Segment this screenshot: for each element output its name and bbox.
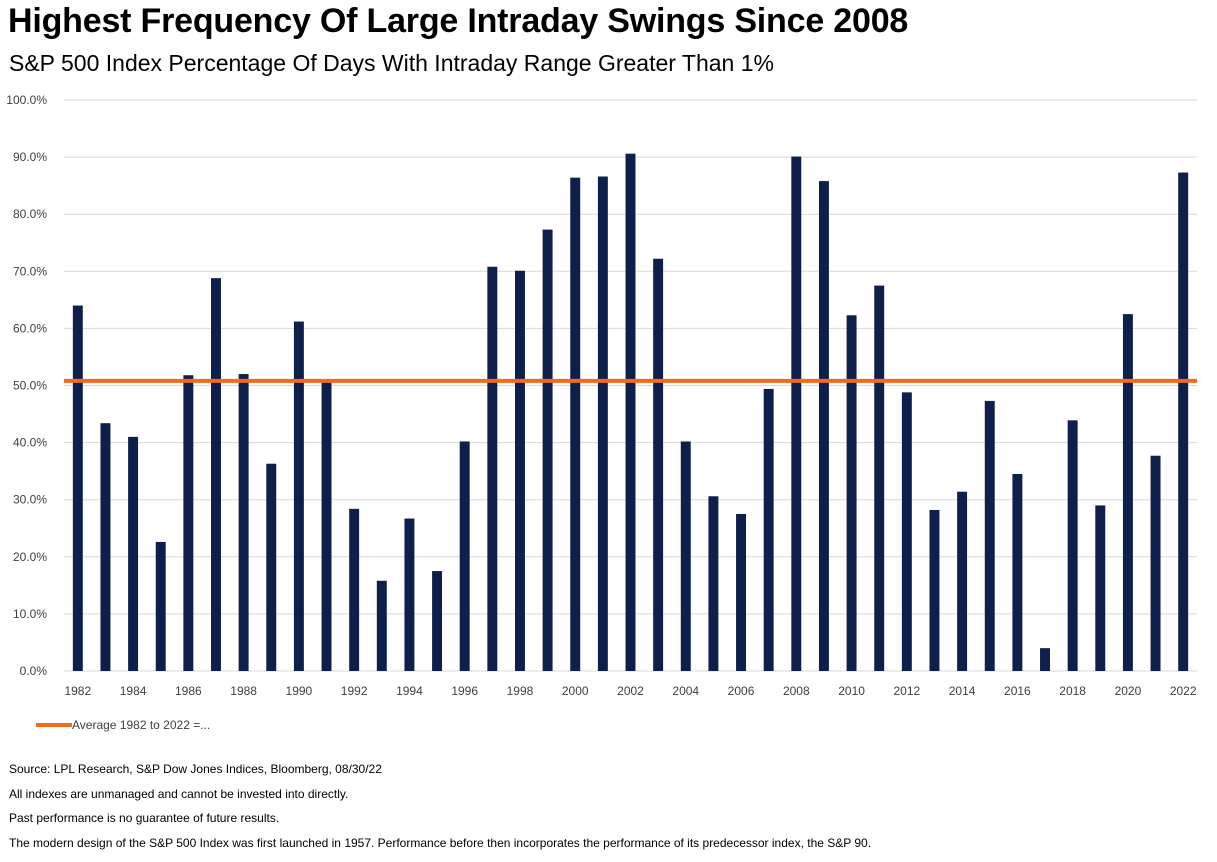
x-tick-label: 2002 xyxy=(617,684,644,698)
legend-label-average: Average 1982 to 2022 =... xyxy=(72,718,211,732)
y-tick-label: 80.0% xyxy=(13,207,47,221)
bar-2014 xyxy=(957,491,968,671)
x-tick-label: 1988 xyxy=(230,684,257,698)
index-history-note: The modern design of the S&P 500 Index w… xyxy=(9,835,872,850)
y-tick-label: 40.0% xyxy=(13,436,47,450)
y-tick-label: 50.0% xyxy=(13,379,47,393)
x-tick-label: 2010 xyxy=(838,684,865,698)
bar-2011 xyxy=(874,285,885,671)
bar-2020 xyxy=(1122,314,1133,671)
x-tick-label: 2006 xyxy=(728,684,755,698)
y-axis-tick-labels: 0.0% 10.0% 20.0% 30.0% 40.0% 50.0% 60.0% 70.0% 8… xyxy=(6,93,47,678)
y-tick-label: 70.0% xyxy=(13,264,47,278)
x-tick-label: 2014 xyxy=(949,684,976,698)
bar-2021 xyxy=(1150,455,1161,671)
x-tick-label: 1994 xyxy=(396,684,423,698)
bar-1982 xyxy=(72,305,83,671)
bar-1996 xyxy=(459,441,470,671)
disclaimer-note: All indexes are unmanaged and cannot be … xyxy=(9,786,349,801)
bar-2000 xyxy=(570,177,581,671)
bar-1998 xyxy=(514,270,525,671)
x-axis-tick-labels: 1982 1984 1986 1988 1990 1992 1994 1996 1998 2000… xyxy=(64,684,1196,698)
bar-1993 xyxy=(376,580,387,671)
y-tick-label: 100.0% xyxy=(6,93,47,107)
legend-swatch-average xyxy=(36,723,72,727)
bar-2007 xyxy=(763,388,774,671)
bar-2016 xyxy=(1012,474,1023,671)
y-tick-label: 90.0% xyxy=(13,150,47,164)
bars xyxy=(72,153,1189,672)
y-tick-label: 0.0% xyxy=(20,664,48,678)
x-tick-label: 2008 xyxy=(783,684,810,698)
bar-2022 xyxy=(1178,172,1189,671)
y-tick-label: 30.0% xyxy=(13,493,47,507)
x-tick-label: 1982 xyxy=(64,684,91,698)
footnotes: Source: LPL Research, S&P Dow Jones Indi… xyxy=(9,762,871,860)
y-tick-label: 10.0% xyxy=(13,607,47,621)
bar-1985 xyxy=(155,541,166,671)
bar-2017 xyxy=(1040,648,1050,671)
x-tick-label: 1992 xyxy=(341,684,368,698)
bar-1999 xyxy=(542,229,553,671)
source-note: Source: LPL Research, S&P Dow Jones Indi… xyxy=(9,762,382,776)
bar-2013 xyxy=(929,509,940,671)
x-tick-label: 2018 xyxy=(1059,684,1086,698)
bar-2005 xyxy=(708,496,719,671)
bar-1987 xyxy=(211,278,221,671)
chart-title: Highest Frequency Of Large Intraday Swin… xyxy=(8,2,909,40)
bar-2009 xyxy=(818,181,829,671)
bar-1989 xyxy=(266,463,277,671)
bar-2002 xyxy=(625,153,636,671)
x-tick-label: 2012 xyxy=(893,684,920,698)
bar-2003 xyxy=(653,258,664,671)
bar-1997 xyxy=(487,266,498,671)
bar-2015 xyxy=(984,400,995,671)
x-tick-label: 1996 xyxy=(451,684,478,698)
legend: Average 1982 to 2022 =... xyxy=(36,718,210,732)
bar-2006 xyxy=(736,513,747,671)
bar-2018 xyxy=(1067,420,1078,671)
x-tick-label: 1990 xyxy=(286,684,313,698)
y-tick-label: 60.0% xyxy=(13,321,47,335)
x-tick-label: 1984 xyxy=(120,684,147,698)
bar-chart: 0.0% 10.0% 20.0% 30.0% 40.0% 50.0% 60.0% 70.0% 8… xyxy=(6,93,1197,698)
bar-1994 xyxy=(404,518,415,671)
x-tick-label: 1998 xyxy=(507,684,534,698)
bar-1992 xyxy=(349,508,360,671)
bar-1983 xyxy=(100,423,111,671)
bar-1991 xyxy=(321,382,332,671)
chart-subtitle: S&P 500 Index Percentage Of Days With In… xyxy=(9,50,774,76)
bar-2019 xyxy=(1095,505,1106,671)
x-tick-label: 2022 xyxy=(1170,684,1197,698)
bar-1988 xyxy=(238,374,249,671)
bar-2004 xyxy=(680,441,691,671)
bar-2001 xyxy=(597,176,608,671)
bar-1990 xyxy=(293,321,304,671)
bar-2012 xyxy=(901,392,912,671)
x-tick-label: 2020 xyxy=(1115,684,1142,698)
bar-1995 xyxy=(432,571,443,671)
x-tick-label: 2000 xyxy=(562,684,589,698)
x-tick-label: 2004 xyxy=(672,684,699,698)
x-tick-label: 1986 xyxy=(175,684,202,698)
x-tick-label: 2016 xyxy=(1004,684,1031,698)
bar-1984 xyxy=(128,436,139,671)
performance-note: Past performance is no guarantee of futu… xyxy=(9,811,280,825)
bar-1986 xyxy=(183,375,194,671)
bar-2008 xyxy=(791,156,802,672)
bar-2010 xyxy=(846,315,857,671)
y-tick-label: 20.0% xyxy=(13,550,47,564)
